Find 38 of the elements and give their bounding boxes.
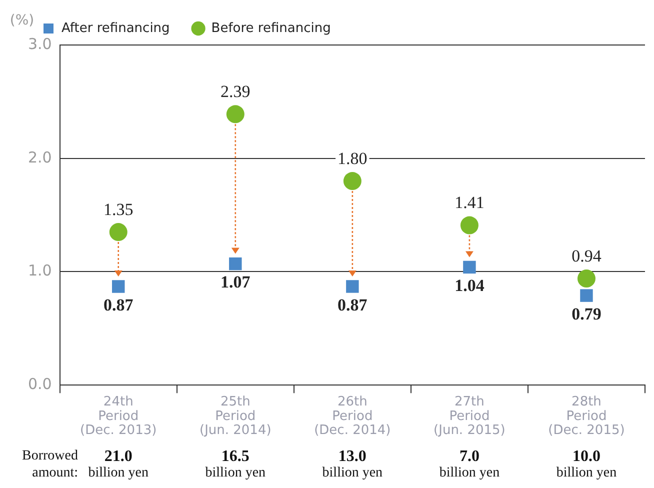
point	[580, 289, 593, 302]
data-label: 0.87	[338, 295, 368, 314]
legend-label: Before refinancing	[211, 20, 331, 36]
point	[460, 216, 478, 234]
text: Borrowed amount:	[22, 448, 78, 481]
point	[226, 105, 244, 124]
point	[346, 280, 359, 293]
point	[109, 223, 128, 242]
text: 7.0 billion yen	[439, 448, 500, 481]
x-tick-label: 25th Period (Jun. 2014)	[199, 394, 272, 438]
text: 16.5 billion yen	[205, 448, 266, 481]
text: 13.0 billion yen	[322, 448, 383, 481]
data-label: 2.39	[220, 82, 250, 102]
point	[577, 270, 596, 288]
point	[229, 257, 242, 270]
data-label: 1.35	[103, 200, 134, 220]
point	[463, 260, 476, 274]
x-tick-label: 26th Period (Dec. 2014)	[314, 394, 391, 438]
y-tick-label: 3.0	[28, 34, 52, 53]
y-tick-label: 0.0	[28, 374, 52, 393]
data-label: 0.79	[572, 304, 602, 324]
x-tick-label: 27th Period (Jun. 2015)	[434, 394, 506, 438]
y-tick-label: 1.0	[28, 262, 52, 280]
data-label: 1.80	[338, 149, 368, 168]
text: 21.0 billion yen	[88, 448, 149, 481]
point	[343, 172, 362, 190]
x-tick-label: 24th Period (Dec. 2013)	[80, 394, 157, 438]
x-tick-label: 28th Period (Dec. 2015)	[548, 394, 625, 438]
data-label: 0.94	[572, 246, 602, 266]
legend-label: After refinancing	[62, 20, 170, 36]
data-label: 1.07	[220, 272, 251, 292]
data-label: 1.41	[454, 193, 484, 212]
point	[112, 280, 125, 293]
data-label: 0.87	[103, 295, 134, 314]
y-tick-label: 2.0	[28, 148, 52, 166]
y-axis-title: (%)	[10, 12, 34, 29]
data-label: 1.04	[454, 276, 485, 296]
text: 10.0 billion yen	[556, 448, 617, 481]
